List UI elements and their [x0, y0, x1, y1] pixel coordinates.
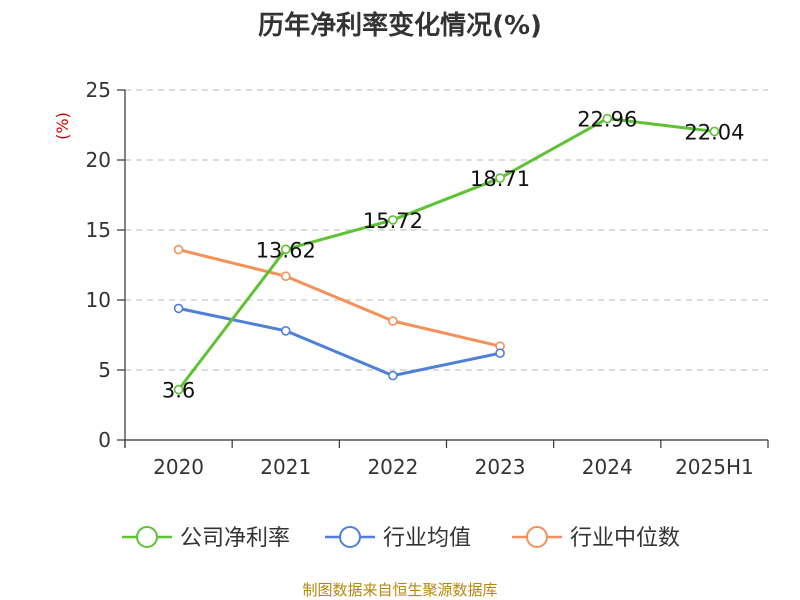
data-point [495, 348, 505, 359]
source-note: 制图数据来自恒生聚源数据库 [302, 581, 497, 599]
x-tick-label: 2025H1 [675, 455, 754, 479]
x-tick-label: 2022 [367, 455, 418, 479]
data-point [173, 244, 184, 255]
data-point [388, 215, 398, 225]
data-point [709, 126, 720, 137]
legend-item-2[interactable]: 行业中位数 [512, 526, 680, 551]
y-tick-label: 10 [86, 288, 111, 312]
y-tick-label: 5 [98, 358, 111, 382]
y-tick-label: 20 [86, 148, 111, 172]
grid-lines [125, 89, 768, 371]
data-point [602, 113, 613, 124]
data-label: 22.04 [684, 120, 744, 144]
axes: 0 5 10 15 20 25 2020 2021 2022 2023 2024 2025H1 [86, 78, 769, 479]
series-line-2 [178, 248, 501, 348]
legend-item-0[interactable]: 公司净利率 [122, 526, 290, 551]
legend-label: 行业中位数 [570, 526, 680, 551]
legend[interactable]: 公司净利率 行业均值 行业中位数 [122, 526, 680, 551]
legend-label: 公司净利率 [180, 526, 290, 551]
x-tick-label: 2020 [153, 455, 204, 479]
data-label: 18.71 [470, 167, 530, 191]
data-label: 22.96 [577, 108, 637, 132]
legend-marker-icon [339, 526, 361, 548]
y-tick-label: 15 [86, 218, 111, 242]
x-tick-label: 2023 [475, 455, 526, 479]
y-tick-label: 0 [98, 428, 111, 452]
y-tick-label: 25 [86, 78, 111, 102]
series-line-0 [177, 117, 715, 391]
legend-label: 行业均值 [383, 526, 471, 551]
legend-item-1[interactable]: 行业均值 [325, 526, 471, 551]
data-labels: 3.6 13.62 15.72 18.71 22.96 22.04 [162, 108, 745, 403]
data-label: 13.62 [256, 238, 316, 262]
x-tick-label: 2024 [582, 455, 633, 479]
data-point [388, 316, 398, 326]
x-tick-label: 2021 [260, 455, 311, 479]
data-point [495, 173, 505, 183]
data-point [280, 325, 291, 336]
data-point [388, 370, 398, 381]
legend-marker-icon [526, 526, 548, 548]
series-lines [173, 113, 720, 395]
data-label: 3.6 [162, 379, 195, 403]
data-point [280, 271, 291, 282]
data-label: 15.72 [363, 209, 423, 233]
series-line-1 [178, 306, 501, 378]
chart-title: 历年净利率变化情况(%) [258, 10, 542, 41]
legend-marker-icon [136, 526, 158, 548]
data-point [280, 244, 291, 255]
data-point [173, 384, 184, 395]
y-axis-label: (%) [53, 112, 72, 140]
data-point [173, 303, 184, 314]
